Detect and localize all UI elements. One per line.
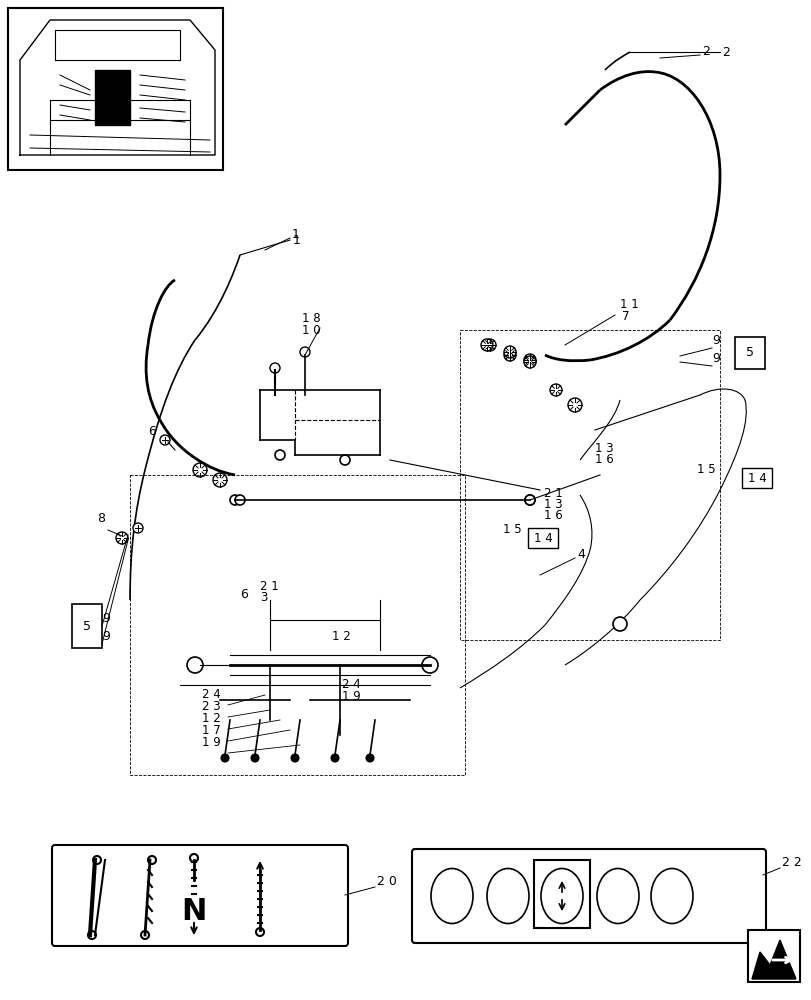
Text: 9: 9 (102, 612, 109, 625)
Circle shape (116, 532, 128, 544)
Circle shape (299, 347, 310, 357)
Circle shape (612, 617, 626, 631)
Text: 2 3: 2 3 (202, 700, 221, 713)
Circle shape (504, 349, 515, 361)
Text: 2 4: 2 4 (202, 688, 221, 701)
Text: 2 1: 2 1 (260, 580, 278, 593)
Text: 1: 1 (293, 233, 301, 246)
Circle shape (568, 398, 581, 412)
Circle shape (234, 495, 245, 505)
Circle shape (504, 346, 515, 358)
Text: 1 8: 1 8 (302, 312, 320, 325)
Text: 2: 2 (702, 45, 709, 58)
Text: 1 6: 1 6 (543, 509, 562, 522)
Text: 2: 2 (721, 45, 729, 58)
Text: 1 0: 1 0 (302, 324, 320, 337)
Text: 9: 9 (102, 630, 109, 643)
Text: 4: 4 (577, 548, 584, 561)
Circle shape (212, 473, 227, 487)
Circle shape (331, 754, 338, 762)
Text: 7: 7 (621, 310, 629, 323)
Text: 1 3: 1 3 (594, 442, 613, 455)
Text: 1 5: 1 5 (502, 523, 521, 536)
Circle shape (340, 455, 350, 465)
Text: 1 2: 1 2 (202, 712, 221, 725)
FancyBboxPatch shape (527, 528, 557, 548)
Text: 8: 8 (97, 512, 105, 525)
Text: 1 4: 1 4 (747, 472, 766, 485)
Text: 1 1: 1 1 (620, 298, 638, 311)
Text: 2 4: 2 4 (341, 678, 360, 691)
Text: 6: 6 (240, 588, 247, 601)
Text: 1 9: 1 9 (341, 690, 360, 703)
Circle shape (275, 450, 285, 460)
Text: 9: 9 (711, 334, 719, 347)
Text: 2 1: 2 1 (543, 487, 562, 500)
Circle shape (133, 523, 143, 533)
Text: 1 9: 1 9 (202, 736, 221, 749)
Text: 9: 9 (711, 352, 719, 365)
Circle shape (523, 356, 535, 368)
FancyBboxPatch shape (734, 337, 764, 369)
Text: 1: 1 (292, 228, 299, 241)
Circle shape (549, 384, 561, 396)
Text: 5: 5 (83, 619, 91, 633)
Text: 1 6: 1 6 (594, 453, 613, 466)
Text: 2 2: 2 2 (781, 856, 800, 869)
Text: 1 7: 1 7 (202, 724, 221, 737)
Circle shape (270, 363, 280, 373)
Bar (534, 860, 590, 928)
Text: 1 2: 1 2 (332, 630, 350, 643)
Circle shape (480, 339, 492, 351)
Circle shape (366, 754, 374, 762)
Text: 6: 6 (148, 425, 156, 438)
Bar (747, 930, 799, 982)
Polygon shape (751, 940, 795, 979)
Circle shape (483, 339, 496, 351)
Circle shape (160, 435, 169, 445)
FancyBboxPatch shape (741, 468, 771, 488)
FancyBboxPatch shape (52, 845, 348, 946)
Text: 1 3: 1 3 (543, 498, 562, 511)
Text: 5: 5 (745, 347, 753, 360)
Text: N: N (181, 897, 207, 926)
FancyBboxPatch shape (72, 604, 102, 648)
Text: 3: 3 (260, 591, 267, 604)
Circle shape (251, 754, 259, 762)
Circle shape (221, 754, 229, 762)
Circle shape (290, 754, 298, 762)
Circle shape (525, 495, 534, 505)
Text: 1 5: 1 5 (696, 463, 714, 476)
Bar (95, 70, 130, 125)
Text: 1 4: 1 4 (533, 532, 551, 544)
Text: 2 0: 2 0 (376, 875, 397, 888)
Circle shape (523, 354, 535, 366)
FancyBboxPatch shape (411, 849, 765, 943)
Circle shape (193, 463, 207, 477)
Bar (8, 8, 223, 170)
